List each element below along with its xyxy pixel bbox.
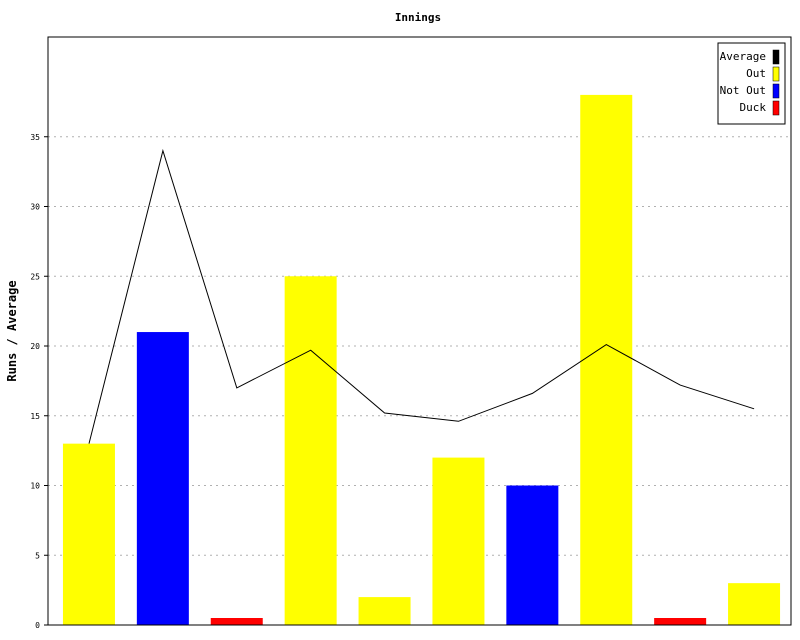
average-line <box>88 148 755 444</box>
bars <box>62 94 781 625</box>
legend-swatch-not-out <box>772 83 780 99</box>
y-tick-label-20: 20 <box>30 342 40 351</box>
bar-innings-3 <box>210 618 263 625</box>
legend-label-average: Average <box>720 50 766 63</box>
legend-label-not-out: Not Out <box>720 84 766 97</box>
legend: Average Out Not Out Duck <box>717 42 786 125</box>
y-tick-label-5: 5 <box>35 551 40 560</box>
bar-innings-5 <box>358 597 411 625</box>
bar-innings-10 <box>728 583 781 625</box>
bar-innings-1 <box>62 443 115 625</box>
bar-innings-6 <box>432 457 485 625</box>
gridlines <box>48 136 791 556</box>
bar-innings-8 <box>580 94 633 625</box>
plot-area-frame <box>47 36 792 626</box>
legend-label-out: Out <box>746 67 766 80</box>
bar-innings-7 <box>506 485 559 625</box>
legend-swatch-duck <box>772 100 780 116</box>
bar-innings-9 <box>654 618 707 625</box>
y-tick-label-25: 25 <box>30 272 40 281</box>
y-tick-label-15: 15 <box>30 412 40 421</box>
legend-label-duck: Duck <box>740 101 767 114</box>
bar-innings-2 <box>136 332 189 625</box>
y-axis-ticks: 0 5 10 15 20 25 30 35 <box>30 133 48 630</box>
y-tick-label-10: 10 <box>30 482 40 491</box>
legend-swatch-out <box>772 66 780 82</box>
y-tick-label-30: 30 <box>30 203 40 212</box>
legend-swatch-average <box>772 49 780 65</box>
y-tick-label-0: 0 <box>35 621 40 630</box>
chart-title: Innings <box>395 11 441 24</box>
average-line-layer <box>88 148 755 444</box>
bar-innings-4 <box>284 276 337 625</box>
y-tick-label-35: 35 <box>30 133 40 142</box>
y-axis-label: Runs / Average <box>5 280 19 381</box>
